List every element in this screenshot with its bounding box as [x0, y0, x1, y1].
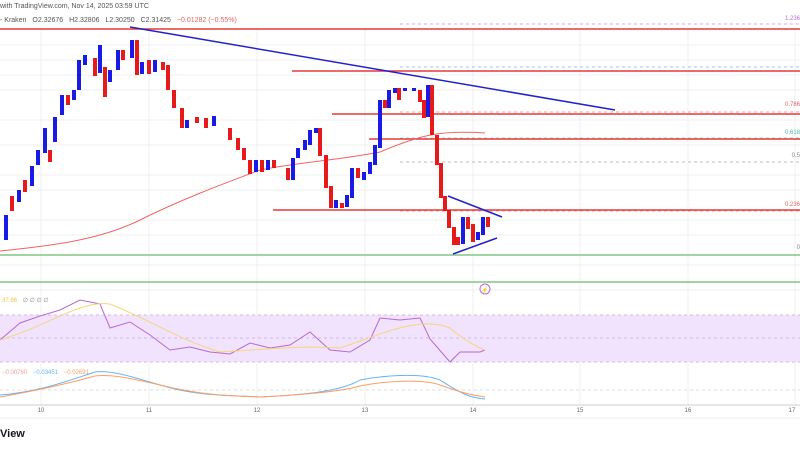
fib-label-1236: 1.236: [784, 16, 800, 22]
rsi-value: 37.96: [2, 298, 18, 304]
x-tick-12: 12: [253, 408, 261, 414]
ohlc-high: H2.32806: [69, 17, 100, 24]
symbol-source: - Kraken: [0, 17, 27, 24]
x-tick-17: 17: [788, 408, 796, 414]
ohlc-low: L2.30250: [105, 17, 135, 24]
svg-text:⚡: ⚡: [481, 286, 488, 294]
x-tick-13: 13: [361, 408, 369, 414]
chart-source-line: with TradingView.com, Nov 14, 2025 03:59…: [0, 3, 149, 10]
price-chart[interactable]: ⚡: [0, 0, 800, 420]
fib-label-0: 0: [796, 245, 800, 251]
x-tick-14: 14: [469, 408, 477, 414]
fib-label-05: 0.5: [791, 153, 800, 159]
x-tick-15: 15: [576, 408, 584, 414]
x-tick-11: 11: [145, 408, 153, 414]
ohlc-open: O2.32676: [32, 17, 64, 24]
ohlc-close: C2.31425: [140, 17, 171, 24]
macd-hist: −0.00760: [2, 370, 28, 376]
macd-legend: −0.00760 −0.03451 −0.02691: [2, 370, 93, 376]
ohlc-legend: - Kraken O2.32676 H2.32806 L2.30250 C2.3…: [0, 17, 241, 24]
x-tick-10: 10: [37, 408, 45, 414]
x-tick-16: 16: [684, 408, 692, 414]
rsi-legend: 37.96 ∅ ∅ ∅ ∅: [2, 297, 53, 304]
tradingview-brand: View: [0, 428, 25, 440]
fib-label-0786: 0.786: [784, 102, 800, 108]
candles: [4, 40, 490, 245]
fib-label-0618: 0.618: [784, 130, 800, 136]
macd-value: −0.03451: [32, 370, 59, 376]
rsi-dots: ∅ ∅ ∅ ∅: [22, 298, 49, 304]
ohlc-change: −0.01282 (−0.55%): [176, 17, 237, 24]
replay-icon[interactable]: ⚡: [479, 283, 491, 295]
fib-label-0236: 0.236: [784, 202, 800, 208]
macd-signal: −0.02691: [63, 370, 89, 376]
